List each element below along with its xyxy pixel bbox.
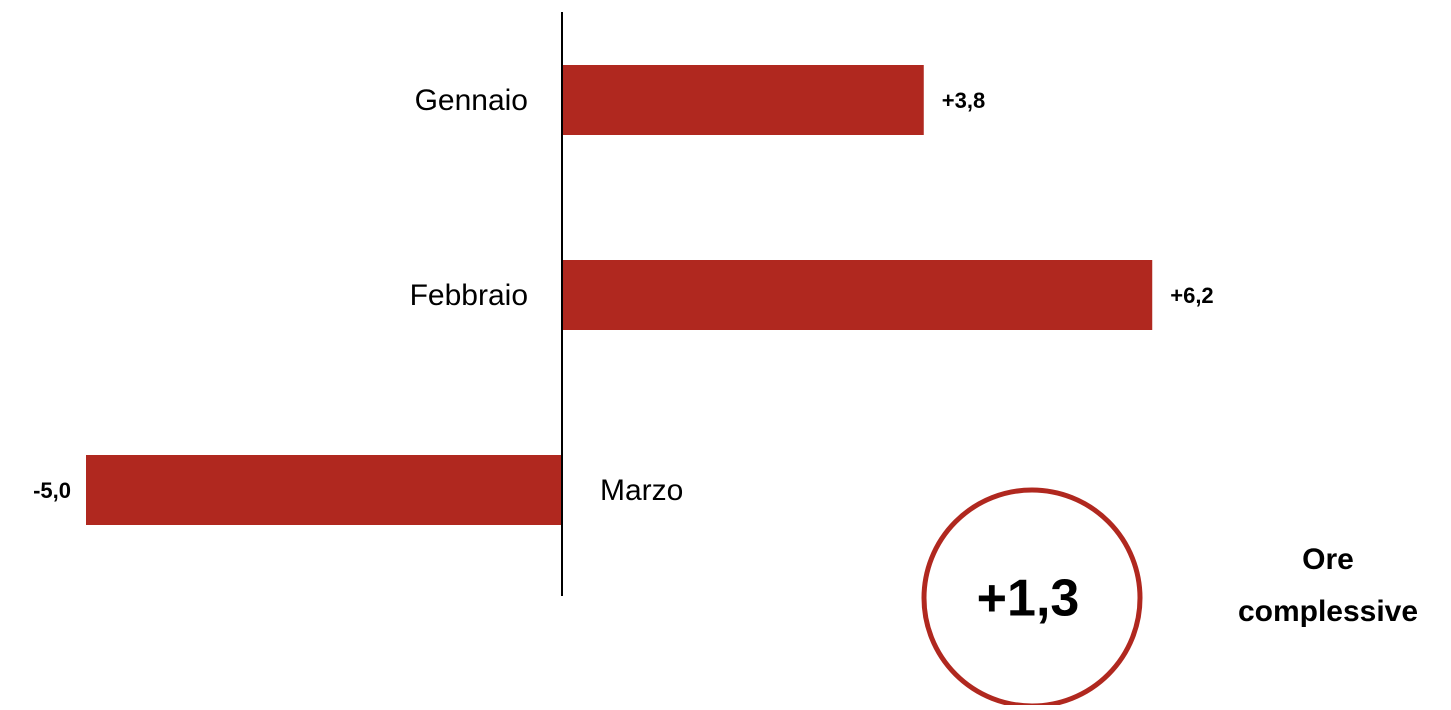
category-label: Gennaio [415,84,528,117]
total-label: +1,3 [977,570,1080,628]
bar [562,260,1153,330]
category-label: Marzo [600,474,683,507]
total-caption: Ore complessive [1237,543,1419,628]
value-label: +3,8 [942,88,985,113]
value-label: +6,2 [1170,283,1213,308]
bar [562,65,924,135]
category-label: Febbraio [410,279,528,312]
bar [86,455,562,525]
value-label: -5,0 [33,478,71,503]
